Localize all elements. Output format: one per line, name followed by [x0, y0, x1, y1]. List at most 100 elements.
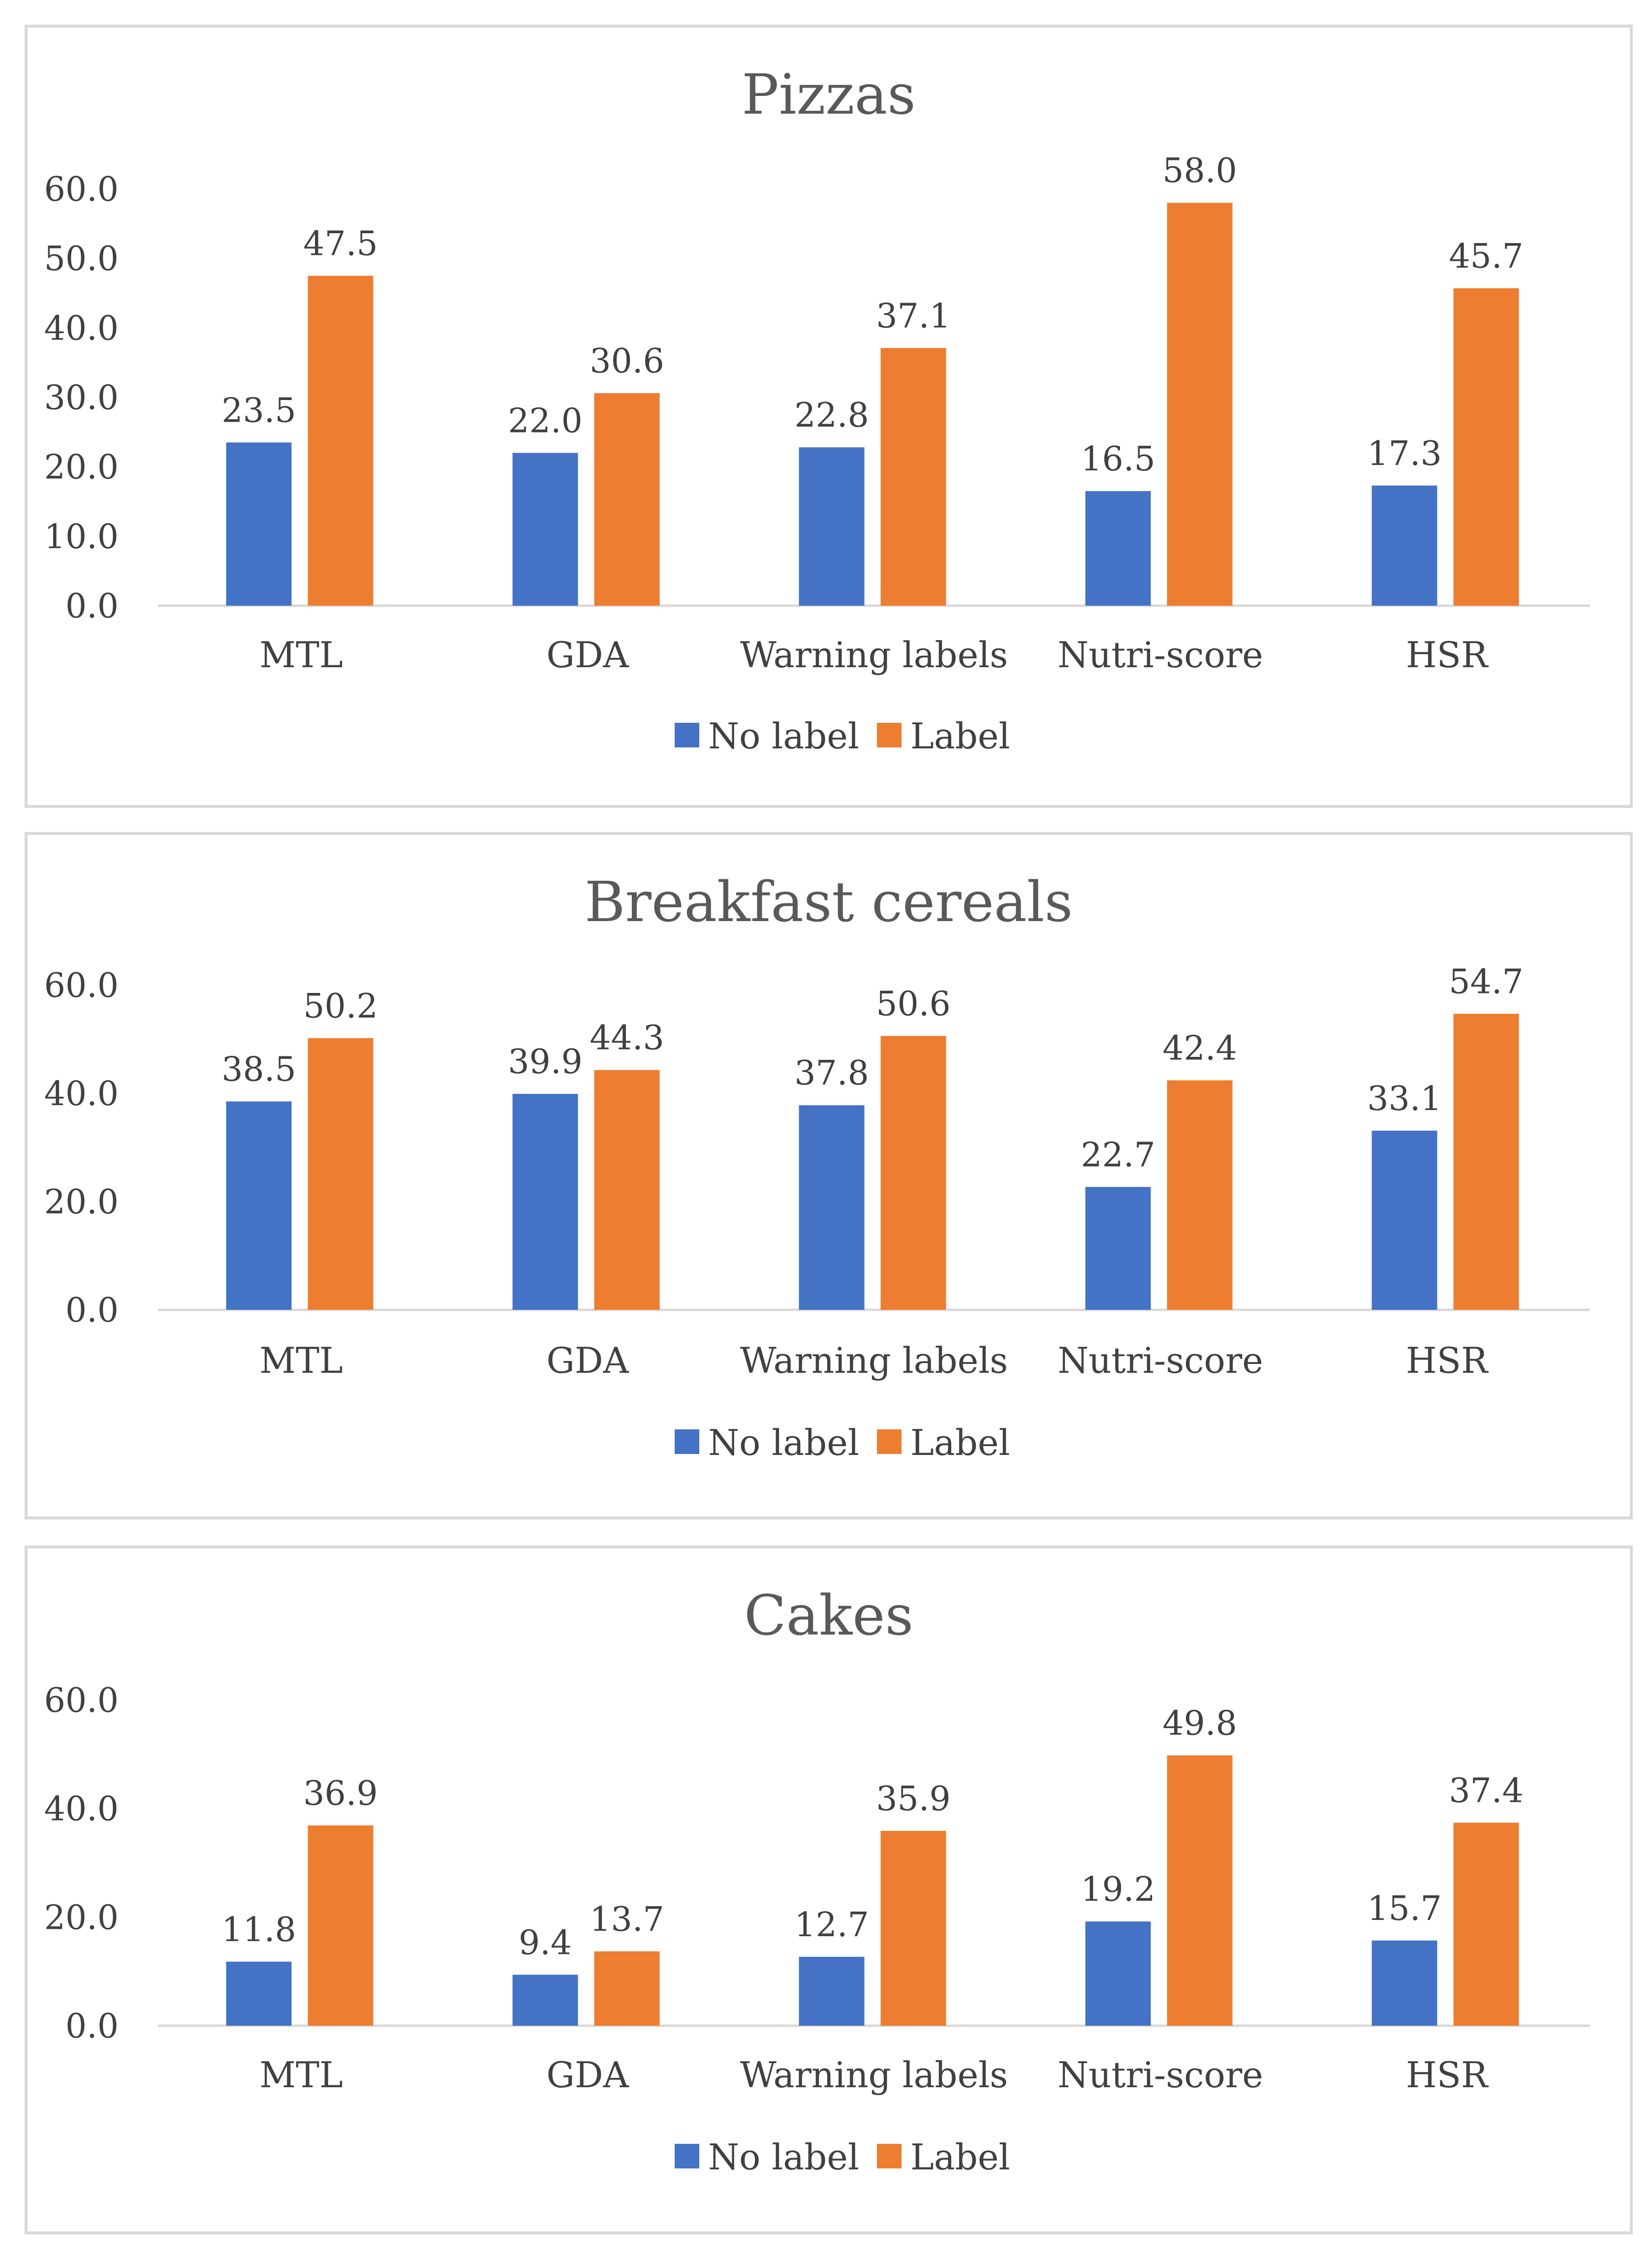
chart-title: Cakes	[744, 1584, 913, 1648]
bar-no-label	[226, 1101, 292, 1310]
data-label: 12.7	[794, 1906, 869, 1945]
x-category-label: MTL	[259, 2054, 343, 2096]
bar-no-label	[512, 1975, 578, 2026]
legend-swatch-no-label	[675, 1429, 699, 1454]
bar-label	[1167, 203, 1233, 606]
chart-panel-cakes: Cakes 0.0 20.0 40.0 60.0 11.8 36.9 MTL 9.4 13.7 GD…	[25, 1545, 1633, 2234]
bar-label	[880, 348, 946, 606]
x-category-label: Warning labels	[740, 634, 1008, 676]
bar-no-label	[1085, 491, 1151, 606]
bar-label	[594, 1070, 660, 1310]
bar-label	[880, 1036, 946, 1310]
x-category-label: HSR	[1406, 634, 1489, 676]
legend-label-no-label: No label	[708, 715, 859, 757]
legend-label-no-label: No label	[708, 2136, 859, 2178]
data-label: 15.7	[1367, 1889, 1441, 1928]
bar-no-label	[1085, 1187, 1151, 1310]
legend-label-label: Label	[910, 715, 1010, 757]
x-category-label: Nutri-score	[1058, 2054, 1263, 2096]
bar-no-label	[799, 1105, 865, 1310]
data-label: 45.7	[1449, 237, 1523, 276]
y-tick-label: 60.0	[44, 966, 119, 1005]
bar-no-label	[1085, 1921, 1151, 2026]
data-label: 37.8	[794, 1054, 869, 1093]
data-label: 9.4	[519, 1923, 572, 1962]
y-tick-label: 40.0	[44, 1075, 119, 1113]
y-tick-label: 20.0	[44, 1183, 119, 1222]
x-category-label: Nutri-score	[1058, 1340, 1263, 1381]
legend-swatch-no-label	[675, 2144, 699, 2168]
bar-label	[1453, 1823, 1519, 2026]
legend-swatch-label	[877, 1429, 902, 1454]
x-category-label: Nutri-score	[1058, 634, 1263, 676]
chart-pizzas: Pizzas 0.0 10.0 20.0 30.0 40.0 50.0 60.0 23.5 47.…	[44, 63, 1590, 757]
data-label: 30.6	[590, 342, 664, 381]
bar-label	[1453, 288, 1519, 606]
y-tick-label: 60.0	[44, 1681, 119, 1720]
data-label: 42.4	[1162, 1029, 1237, 1068]
data-label: 13.7	[590, 1900, 664, 1939]
legend-label-label: Label	[910, 2136, 1010, 2178]
y-tick-label: 50.0	[44, 240, 119, 278]
data-label: 47.5	[303, 224, 377, 263]
data-label: 11.8	[221, 1911, 296, 1949]
data-label: 44.3	[590, 1019, 664, 1058]
bar-no-label	[226, 1961, 292, 2026]
data-label: 33.1	[1367, 1080, 1441, 1118]
bar-label	[1167, 1755, 1233, 2026]
bar-no-label	[1371, 1940, 1437, 2026]
bar-label	[308, 276, 374, 606]
y-tick-label: 40.0	[44, 309, 119, 348]
chart-panel-breakfast-cereals: Breakfast cereals 0.0 20.0 40.0 60.0 38.5 50.2…	[25, 832, 1633, 1519]
data-label: 35.9	[876, 1780, 950, 1819]
bar-no-label	[1371, 1130, 1437, 1310]
data-label: 54.7	[1449, 962, 1523, 1001]
bar-label	[308, 1825, 374, 2026]
x-category-label: MTL	[259, 634, 343, 676]
bar-no-label	[799, 447, 865, 606]
data-label: 19.2	[1081, 1870, 1155, 1909]
y-tick-label: 10.0	[44, 518, 119, 556]
y-tick-label: 0.0	[65, 1291, 119, 1330]
bar-label	[1453, 1014, 1519, 1310]
data-label: 39.9	[508, 1043, 582, 1082]
legend-swatch-label	[877, 2144, 902, 2168]
x-category-label: MTL	[259, 1340, 343, 1381]
data-label: 50.2	[303, 987, 377, 1026]
y-tick-label: 30.0	[44, 379, 119, 418]
chart-panel-pizzas: Pizzas 0.0 10.0 20.0 30.0 40.0 50.0 60.0 23.5 47.…	[25, 25, 1633, 808]
x-category-label: HSR	[1406, 1340, 1489, 1381]
data-label: 50.6	[876, 985, 950, 1023]
data-label: 17.3	[1367, 434, 1441, 473]
x-category-label: GDA	[546, 634, 629, 676]
data-label: 22.8	[794, 396, 869, 435]
x-category-label: HSR	[1406, 2054, 1489, 2096]
legend-swatch-no-label	[675, 723, 699, 747]
data-label: 23.5	[221, 391, 296, 430]
y-tick-label: 0.0	[65, 2007, 119, 2046]
data-label: 36.9	[303, 1774, 377, 1813]
chart-cakes: Cakes 0.0 20.0 40.0 60.0 11.8 36.9 MTL 9.4 13.7 GD…	[44, 1584, 1590, 2178]
bar-no-label	[1371, 485, 1437, 606]
y-tick-label: 0.0	[65, 587, 119, 626]
bar-label	[308, 1038, 374, 1310]
data-label: 16.5	[1081, 440, 1155, 479]
legend-label-label: Label	[910, 1422, 1010, 1463]
x-category-label: Warning labels	[740, 1340, 1008, 1381]
bar-no-label	[512, 453, 578, 606]
y-tick-label: 60.0	[44, 170, 119, 209]
bar-label	[594, 393, 660, 606]
data-label: 37.1	[876, 297, 950, 336]
data-label: 38.5	[221, 1051, 296, 1089]
bar-label	[1167, 1080, 1233, 1310]
bar-label	[594, 1951, 660, 2026]
chart-title: Breakfast cereals	[585, 870, 1073, 934]
data-label: 58.0	[1162, 152, 1237, 190]
x-category-label: GDA	[546, 1340, 629, 1381]
chart-breakfast-cereals: Breakfast cereals 0.0 20.0 40.0 60.0 38.550.2…	[44, 870, 1590, 1463]
legend-swatch-label	[877, 723, 902, 747]
bar-no-label	[226, 442, 292, 606]
data-label: 22.7	[1081, 1136, 1155, 1174]
x-category-label: Warning labels	[740, 2054, 1008, 2096]
bar-label	[880, 1830, 946, 2026]
